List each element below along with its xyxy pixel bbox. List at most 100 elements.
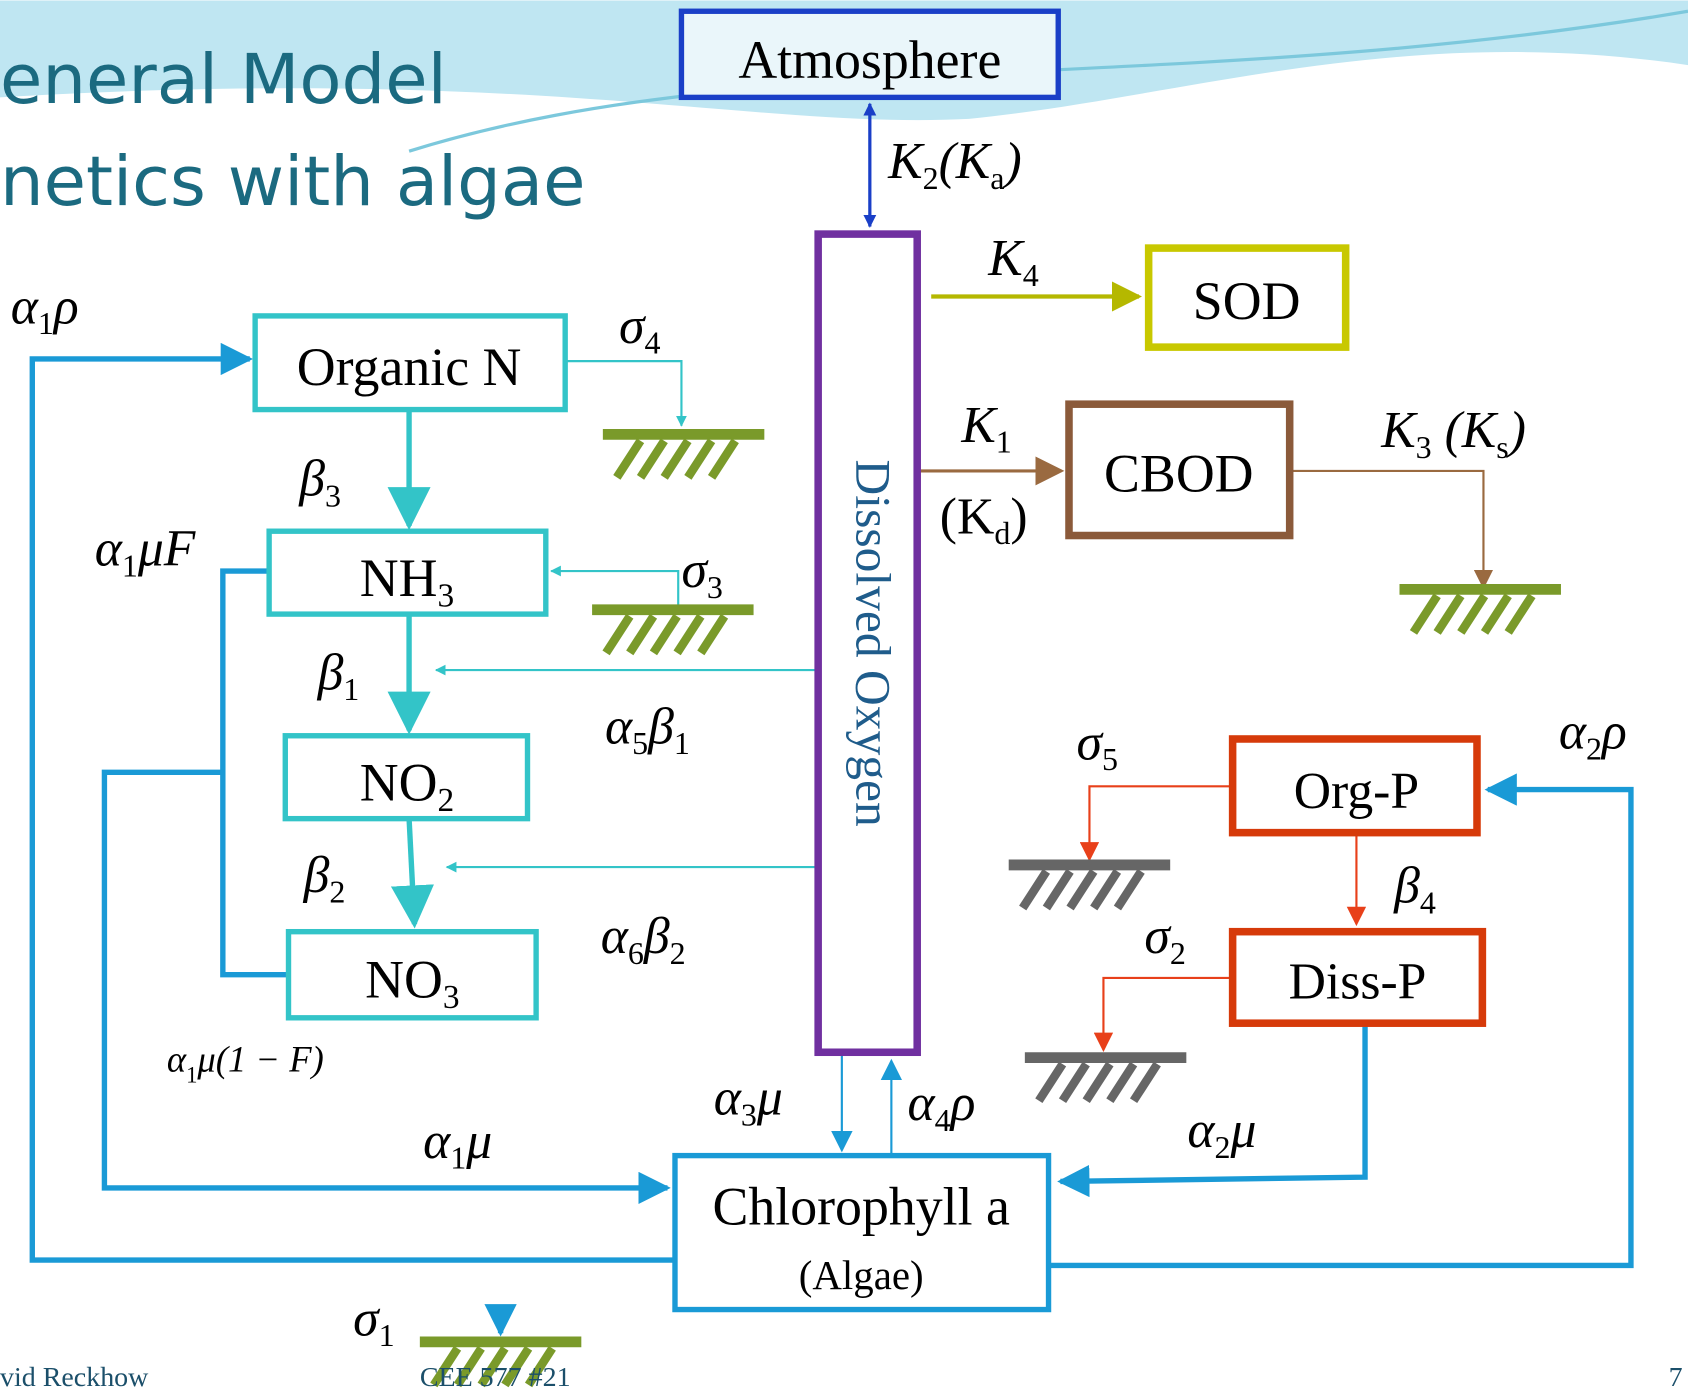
sink-symbol bbox=[617, 441, 641, 478]
sink-symbol bbox=[630, 616, 654, 653]
node-label: SOD bbox=[1193, 271, 1301, 331]
label-part: K bbox=[887, 133, 925, 190]
rate-label: K2(Ka) bbox=[887, 133, 1022, 196]
subscript: 2 bbox=[1170, 935, 1186, 971]
subscript: s bbox=[1496, 429, 1508, 465]
title-line: netics with algae bbox=[0, 142, 585, 222]
subscript: 1 bbox=[38, 305, 54, 341]
subscript: 5 bbox=[632, 725, 648, 761]
label-part: β bbox=[317, 644, 344, 701]
sink-symbol bbox=[1039, 1064, 1063, 1101]
rate-label: K3 (Ks) bbox=[1380, 402, 1526, 465]
rate-label: β3 bbox=[298, 451, 341, 514]
rate-label: β4 bbox=[1393, 858, 1436, 921]
subscript: 3 bbox=[443, 979, 460, 1016]
label-part: β bbox=[643, 908, 670, 965]
label-part: α bbox=[714, 1070, 742, 1127]
subscript: 2 bbox=[437, 782, 454, 819]
subscript: 4 bbox=[1420, 884, 1436, 920]
title-line: eneral Model bbox=[0, 40, 447, 120]
subscript: 3 bbox=[437, 578, 454, 615]
label-part: σ bbox=[1144, 908, 1172, 965]
node-label: Dissolved Oxygen bbox=[845, 460, 900, 827]
rate-label: σ1 bbox=[353, 1290, 395, 1353]
label-part: (K bbox=[939, 133, 993, 190]
label-part: σ bbox=[353, 1290, 381, 1347]
label-part: β bbox=[1393, 858, 1420, 915]
rate-label: α1μ(1 − F) bbox=[167, 1039, 324, 1088]
subscript: 3 bbox=[1416, 429, 1432, 465]
label-part: α bbox=[11, 278, 39, 335]
sink-symbol bbox=[677, 616, 701, 653]
label-part: α bbox=[1559, 704, 1587, 761]
subscript: 4 bbox=[644, 325, 660, 361]
label-part: σ bbox=[619, 298, 647, 355]
label-part: α bbox=[1187, 1102, 1215, 1159]
subscript: 4 bbox=[1023, 257, 1039, 293]
label-part: ρ bbox=[52, 278, 79, 335]
subscript: 1 bbox=[674, 725, 690, 761]
sink-symbol bbox=[1110, 1064, 1134, 1101]
rate-label: α2ρ bbox=[1559, 704, 1627, 767]
node-label: CBOD bbox=[1104, 443, 1254, 503]
rate-label: (Kd) bbox=[940, 488, 1028, 551]
node-label: Org-P bbox=[1294, 763, 1419, 820]
rate-label: α3μ bbox=[714, 1070, 783, 1133]
node-label: (Algae) bbox=[799, 1253, 924, 1298]
rate-label: σ2 bbox=[1144, 908, 1186, 971]
rate-label: β1 bbox=[317, 644, 360, 707]
subscript: 1 bbox=[343, 671, 359, 707]
subscript: 2 bbox=[329, 874, 345, 910]
node-label: Organic N bbox=[297, 337, 522, 397]
label-part: NH bbox=[360, 548, 438, 608]
sink-symbol bbox=[1063, 1064, 1087, 1101]
rate-label: α1ρ bbox=[11, 278, 79, 341]
rate-label: K1 bbox=[960, 397, 1011, 460]
subscript: d bbox=[994, 515, 1010, 551]
subscript: 2 bbox=[670, 935, 686, 971]
subscript: 3 bbox=[741, 1096, 757, 1132]
rate-label: K4 bbox=[987, 230, 1038, 293]
footer-page: 7 bbox=[1669, 1362, 1683, 1393]
label-part: (K bbox=[940, 488, 995, 545]
label-part: σ bbox=[1077, 714, 1105, 771]
label-part: K bbox=[960, 397, 998, 454]
subscript: 2 bbox=[1586, 730, 1602, 766]
label-part: α bbox=[95, 521, 123, 578]
subscript: 1 bbox=[379, 1317, 395, 1353]
label-part: β bbox=[298, 451, 325, 508]
label-part: NO bbox=[360, 752, 438, 812]
rate-label: α1μ bbox=[423, 1113, 492, 1176]
label-part: ) bbox=[1010, 488, 1027, 545]
subscript: 1 bbox=[996, 424, 1012, 460]
subscript: 3 bbox=[707, 569, 723, 605]
sink-symbol bbox=[1094, 871, 1118, 908]
label-part: μ bbox=[756, 1070, 783, 1127]
subscript: 2 bbox=[1215, 1129, 1231, 1165]
label-part: α bbox=[605, 698, 633, 755]
sink-symbol bbox=[1461, 596, 1485, 633]
sink-symbol bbox=[1086, 1064, 1110, 1101]
sink-symbol bbox=[1437, 596, 1461, 633]
label-part: α bbox=[167, 1039, 187, 1080]
label-part: (K bbox=[1432, 402, 1499, 459]
label-part: μ bbox=[1230, 1102, 1257, 1159]
label-part: μF bbox=[137, 521, 196, 578]
label-part: K bbox=[1380, 402, 1418, 459]
node-label: Chlorophyll a bbox=[712, 1176, 1010, 1236]
rate-label: σ4 bbox=[619, 298, 661, 361]
node-label: Diss-P bbox=[1289, 953, 1427, 1010]
label-part: μ(1 − F) bbox=[196, 1039, 323, 1080]
rate-label: α5β1 bbox=[605, 698, 690, 761]
sink-symbol bbox=[1508, 596, 1532, 633]
footer-course: CEE 577 #21 bbox=[420, 1362, 571, 1393]
rate-label: σ3 bbox=[681, 542, 723, 605]
subscript: 6 bbox=[628, 935, 644, 971]
label-part: α bbox=[908, 1075, 936, 1132]
rate-label: α2μ bbox=[1187, 1102, 1256, 1165]
subscript: 1 bbox=[186, 1062, 197, 1087]
sink-symbol bbox=[1023, 871, 1047, 908]
label-part: NO bbox=[365, 949, 443, 1009]
label-part: K bbox=[987, 230, 1025, 287]
label-part: ρ bbox=[1600, 704, 1627, 761]
